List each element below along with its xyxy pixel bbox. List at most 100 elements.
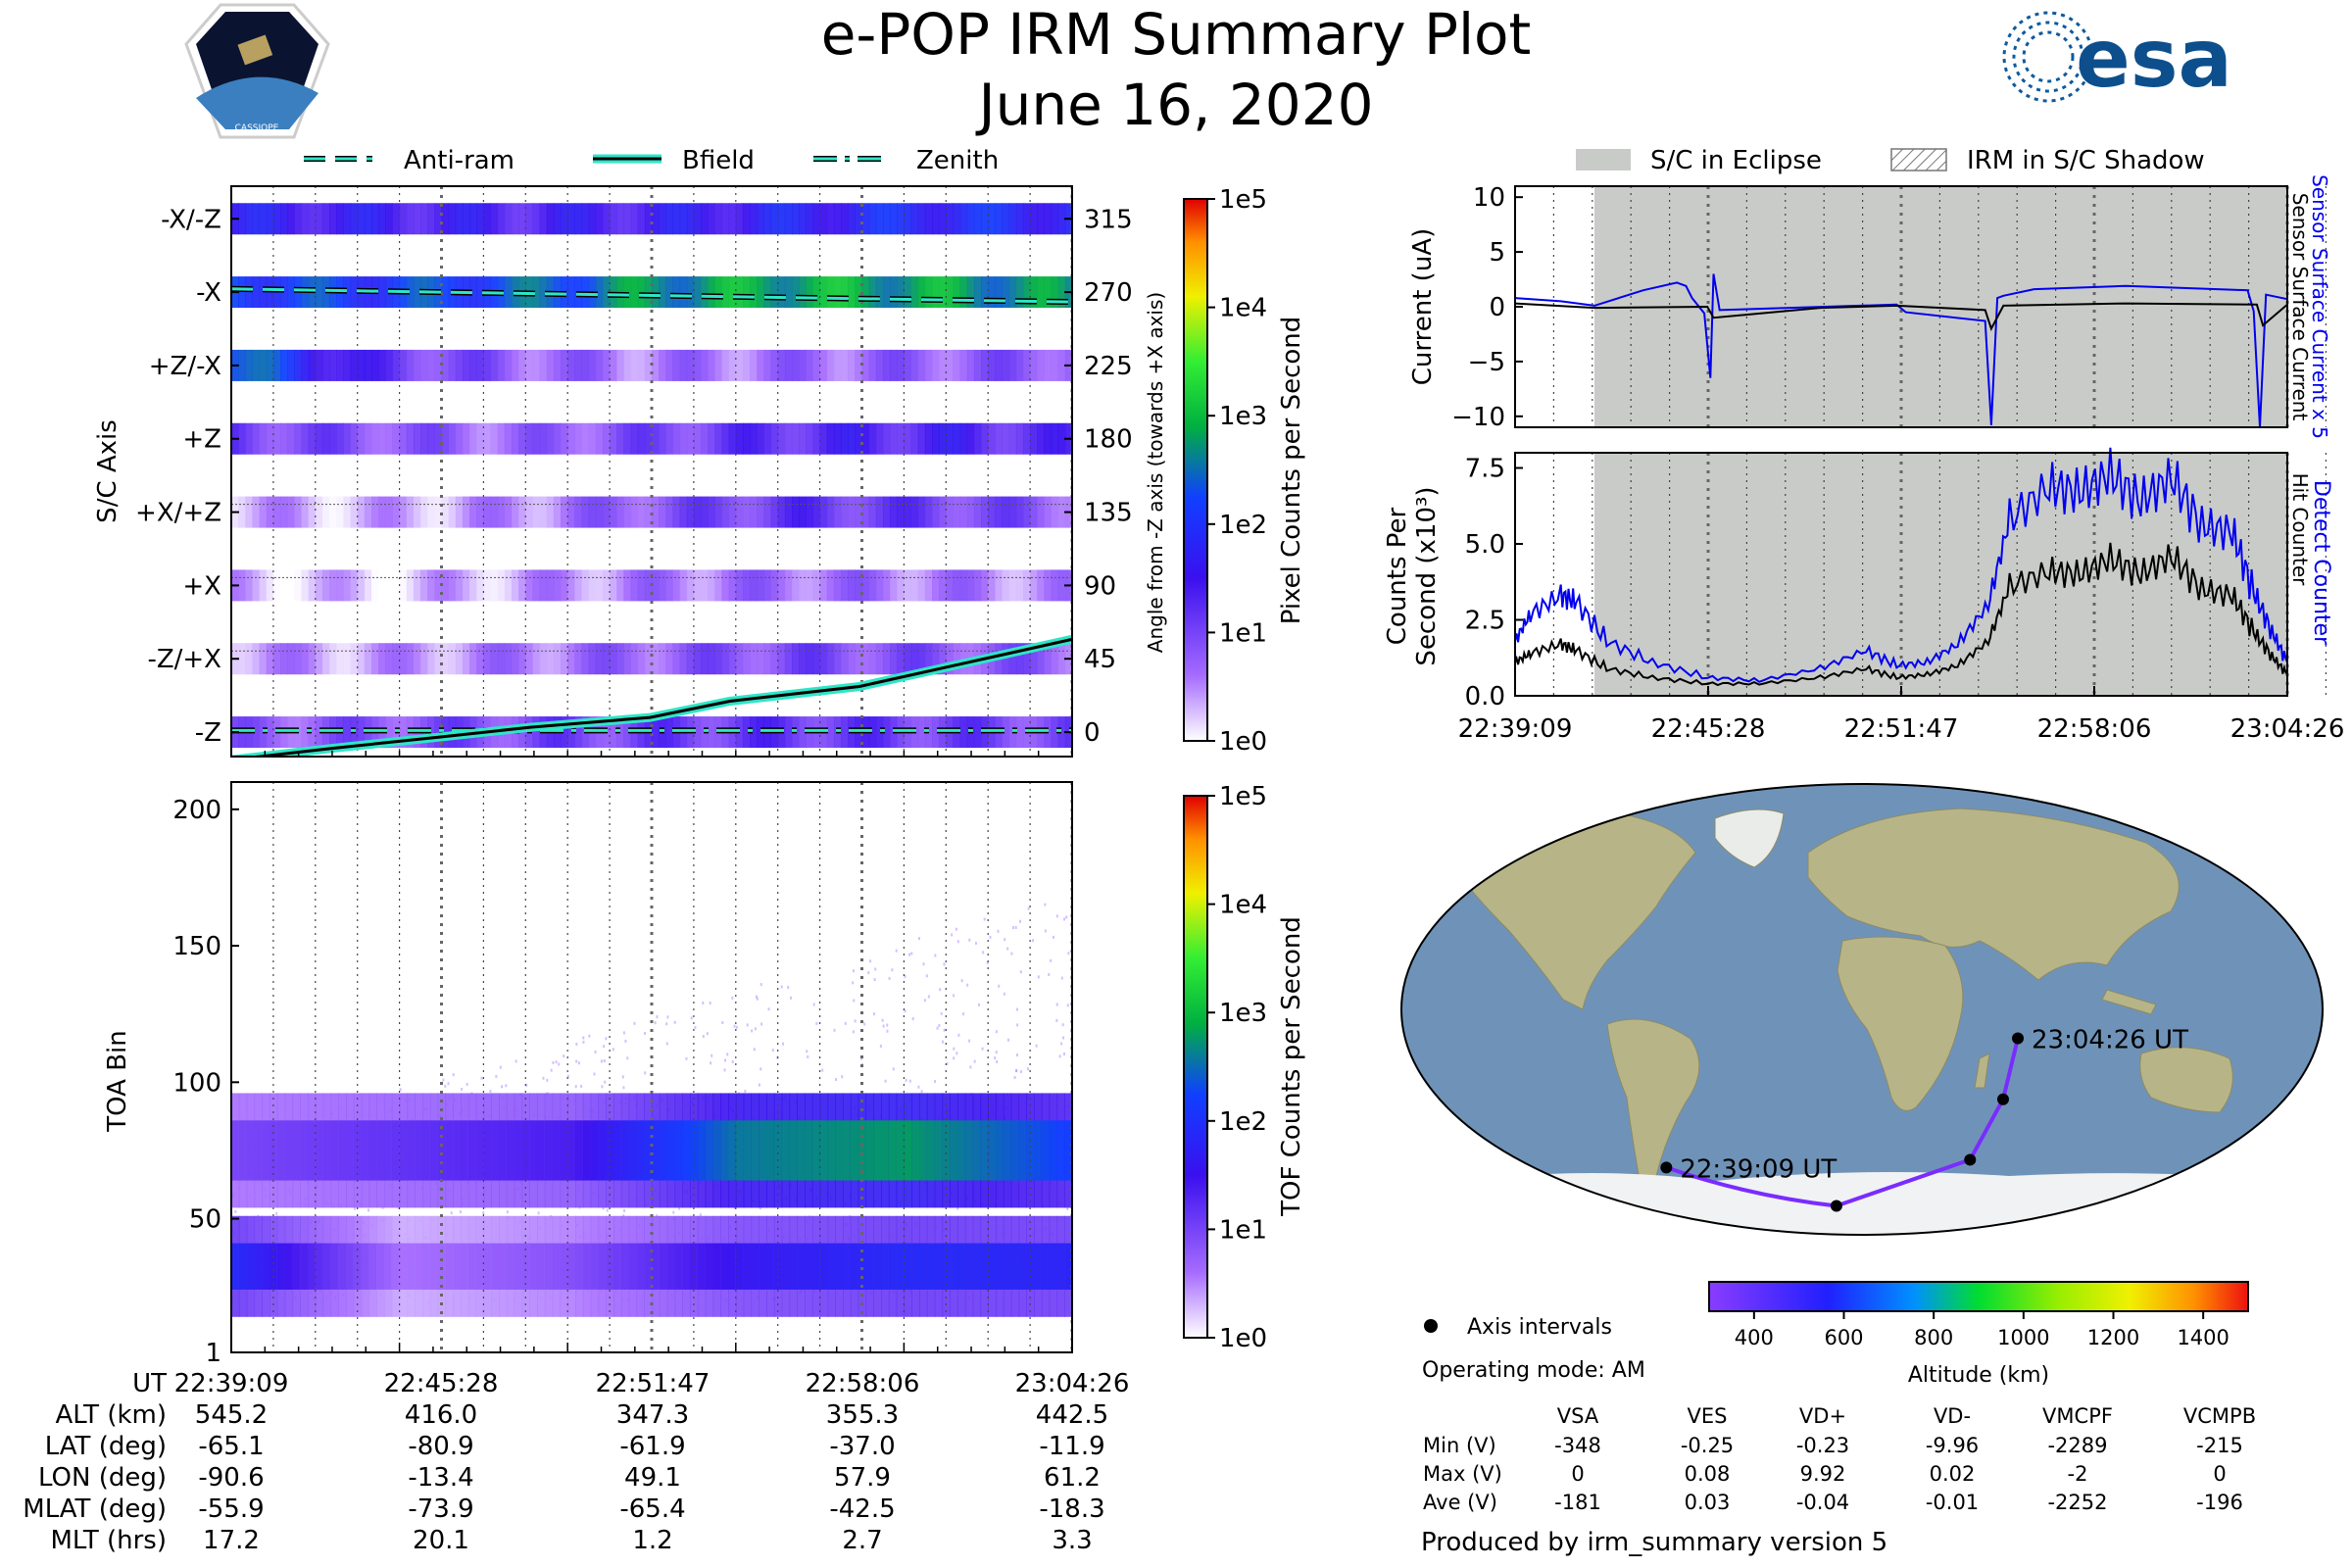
pixel-cell — [308, 349, 317, 381]
tof-cell-core — [429, 1243, 439, 1290]
legend-eclipse: S/C in Eclipse — [1650, 146, 1822, 175]
pixel-cell — [630, 349, 639, 381]
current-ytick-label: −5 — [1468, 348, 1505, 377]
tof-speck — [922, 962, 925, 966]
pixel-cell — [819, 569, 828, 602]
pixel-cell — [259, 569, 268, 602]
pixel-cell — [532, 422, 541, 455]
pixel-cell — [245, 276, 254, 309]
legend-zenith: Zenith — [916, 146, 999, 175]
pixel-cell — [819, 496, 828, 528]
tof-cell-core — [652, 1243, 661, 1290]
legend-antiram: Anti-ram — [404, 146, 514, 175]
tof-cell-core — [1018, 1243, 1027, 1290]
pixel-cell — [750, 422, 758, 455]
pixel-cell — [483, 349, 492, 381]
pixel-cell — [953, 496, 961, 528]
pixel-cell — [637, 349, 646, 381]
pixel-cell — [679, 203, 688, 235]
pixel-cell — [750, 203, 758, 235]
pixel-cell — [1057, 349, 1066, 381]
tof-speck — [962, 1012, 965, 1016]
pixel-cell — [280, 203, 288, 235]
tof-cell-core — [537, 1120, 546, 1181]
tof-speck — [888, 976, 891, 980]
pixel-cell — [546, 349, 555, 381]
pixel-cell — [497, 569, 506, 602]
pixel-cell — [623, 716, 632, 749]
pixel-cell — [238, 569, 246, 602]
pixel-cell — [588, 203, 597, 235]
eclipse-legend: S/C in Eclipse IRM in S/C Shadow — [1576, 146, 2205, 175]
pixel-cell — [336, 349, 344, 381]
pixel-cell — [910, 422, 919, 455]
tof-speck — [601, 1085, 604, 1089]
pixel-cell — [833, 569, 842, 602]
tof-speck — [623, 1208, 626, 1212]
pixel-cell — [434, 716, 443, 749]
tof-speck — [756, 997, 759, 1001]
pixel-cell — [812, 496, 821, 528]
pixel-cell — [266, 203, 274, 235]
tof-speck — [1015, 1069, 1018, 1073]
tof-cell-core — [254, 1120, 263, 1181]
pixel-cell — [567, 496, 575, 528]
pixel-cell — [946, 569, 955, 602]
pixel-cell — [735, 203, 744, 235]
pixel-cell — [812, 422, 821, 455]
tof-speck — [1026, 1067, 1029, 1071]
pixel-cell — [848, 496, 856, 528]
pixel-cell — [1037, 569, 1045, 602]
pixel-cell — [792, 349, 800, 381]
tof-cell-core — [1026, 1120, 1035, 1181]
pixel-cell — [910, 276, 919, 309]
pixel-cell — [777, 569, 786, 602]
pixel-cell — [392, 643, 401, 675]
pixel-cell — [917, 276, 926, 309]
tof-speck — [936, 1026, 939, 1030]
orbit-row-value: 23:04:26 — [1015, 1369, 1130, 1398]
tof-speck — [1063, 917, 1066, 921]
pixel-cell — [483, 643, 492, 675]
pixel-cell — [287, 349, 295, 381]
pixel-cell — [336, 422, 344, 455]
pixel-cell — [652, 716, 660, 749]
pixel-cell — [750, 349, 758, 381]
pixel-cell — [890, 203, 898, 235]
pixel-cell — [378, 643, 386, 675]
current-y2label-black: Sensor Surface Current — [2288, 193, 2312, 421]
tof-speck — [506, 1210, 509, 1214]
pixel-cell — [959, 422, 968, 455]
pixel-cell — [301, 643, 310, 675]
pixel-cell — [448, 349, 457, 381]
tof-cell-core — [338, 1243, 347, 1290]
pixel-cell — [988, 276, 996, 309]
pixel-cell — [364, 643, 372, 675]
pixel-cell — [693, 276, 702, 309]
tof-cell-core — [590, 1243, 600, 1290]
orbit-marker — [2012, 1032, 2025, 1045]
tof-speck — [787, 985, 790, 989]
tof-cell-core — [284, 1243, 294, 1290]
pixel-cell — [420, 422, 428, 455]
pixel-cell — [742, 349, 751, 381]
tof-speck — [908, 1079, 911, 1083]
pixel-cell — [308, 643, 317, 675]
pixel-cell — [777, 276, 786, 309]
tof-cell-core — [384, 1243, 393, 1290]
tof-speck — [1066, 1207, 1069, 1211]
pixel-cell — [574, 203, 583, 235]
pixel-cell — [708, 569, 715, 602]
tof-cell-core — [467, 1243, 477, 1290]
pixel-cell — [1008, 496, 1017, 528]
tof-cell-core — [346, 1243, 355, 1290]
pixel-cell — [848, 203, 856, 235]
pixel-cell — [406, 643, 415, 675]
tof-speck — [621, 1075, 624, 1079]
pixel-cell — [272, 349, 281, 381]
tof-speck — [442, 1078, 445, 1082]
tof-speck — [666, 1015, 669, 1019]
pixel-cell — [868, 203, 877, 235]
pixel-cell — [833, 203, 842, 235]
pixel-cell — [455, 349, 464, 381]
